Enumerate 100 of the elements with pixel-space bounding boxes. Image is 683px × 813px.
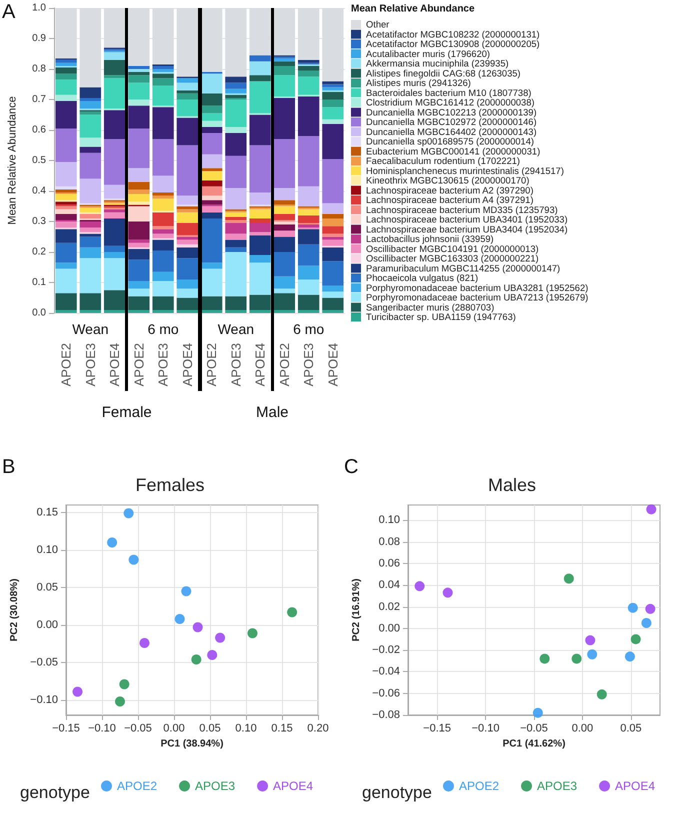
bar [274,200,296,205]
bar [152,198,174,211]
bar [80,138,102,147]
bar [55,310,77,313]
y-tick-label: 0.10 [378,514,400,526]
bar [152,310,174,313]
bar [152,107,174,140]
bar [55,101,77,128]
bar [322,240,344,246]
bar [55,268,77,294]
bar [200,133,222,154]
bar [274,61,296,66]
bar [128,310,150,313]
bar [274,230,296,237]
bar [104,218,126,246]
bar [225,126,247,134]
bar [298,66,320,71]
bar [176,78,198,83]
x-tick-label: 0.00 [163,722,185,734]
legend-label: Akkermansia muciniphila (239935) [366,58,509,68]
bar [176,223,198,236]
x-tick-label: APOE3 [228,343,244,386]
bar [152,229,174,234]
bar [200,200,222,205]
bar [200,126,222,134]
bar [200,212,222,218]
bar [274,276,296,289]
bar [322,92,344,100]
bar [225,88,247,94]
legend-label: Lachnospiraceae bacterium UBA3404 (1952034) [366,224,568,234]
bar [80,178,102,204]
legend-label: Bacteroidales bacterium M10 (1807738) [366,88,532,98]
legend-label: Lachnospiraceae bacterium A2 (397290) [366,185,534,196]
legend-label: Duncaniella sp001689575 (2000000014) [366,136,534,146]
bar [274,75,296,96]
bar [128,222,150,240]
y-tick-label: −0.02 [372,644,400,656]
bar [80,208,102,212]
bar [176,209,198,212]
y-axis-title: PC2 (30.08%) [8,578,20,642]
x-axis-title: PC1 (41.62%) [502,738,566,750]
bar [104,212,126,218]
legend-label: APOE2 [117,779,158,793]
bar [322,158,344,204]
text: Male [256,404,289,421]
legend-label: Alistipes muris (2941326) [366,78,471,88]
legend-label: Eubacterium MGBC000141 (2000000031) [366,146,540,156]
point [192,622,203,632]
y-tick-label: 0.1 [32,277,46,288]
bar [80,87,102,98]
bar [322,218,344,226]
y-axis-title: PC2 (16.91%) [350,578,362,642]
point [628,602,638,613]
x-tick-label: APOE3 [156,343,171,386]
bar [225,220,247,224]
bar [225,82,247,89]
bar [152,139,174,176]
text: 6 mo [293,321,324,337]
legend-label: Duncaniella MGBC102213 (2000000139) [366,107,537,118]
point [532,708,543,718]
bar [322,310,344,313]
bar [298,266,320,280]
bar [128,260,150,281]
bar [249,209,271,218]
bar [152,176,174,193]
legend-label: Oscillibacter MGBC163303 (2000000221) [366,254,539,264]
bar [55,293,77,310]
bar [274,188,296,200]
bar [176,236,198,240]
bar [80,236,102,248]
bar [176,196,198,205]
point [287,607,298,618]
bar [322,100,344,108]
bar [176,90,198,94]
bar [322,234,344,237]
bar [55,80,77,95]
bar [55,262,77,269]
legend-label: Acetatifactor MGBC108232 (2000000131) [366,29,540,40]
bar [128,168,150,182]
bar [152,86,174,106]
bar [225,216,247,220]
point [630,634,641,644]
bar [200,74,222,94]
bar [225,133,247,156]
x-tick-label: −0.15 [52,722,80,734]
bar [274,214,296,220]
bar [200,180,222,186]
legend-label: Kineothrix MGBC130615 (2000000170) [366,176,530,186]
bar [176,118,198,146]
bar [200,218,222,263]
bar [200,268,222,296]
y-tick-label: 0.02 [378,600,400,613]
x-tick-label: APOE4 [325,343,340,386]
legend-label: Oscillibacter MGBC104191 (2000000013) [366,244,539,254]
bar [128,106,150,128]
text: Female [102,404,152,421]
x-tick-label: APOE4 [107,343,122,386]
bar [128,194,150,202]
bar [152,212,174,226]
point [247,628,258,638]
